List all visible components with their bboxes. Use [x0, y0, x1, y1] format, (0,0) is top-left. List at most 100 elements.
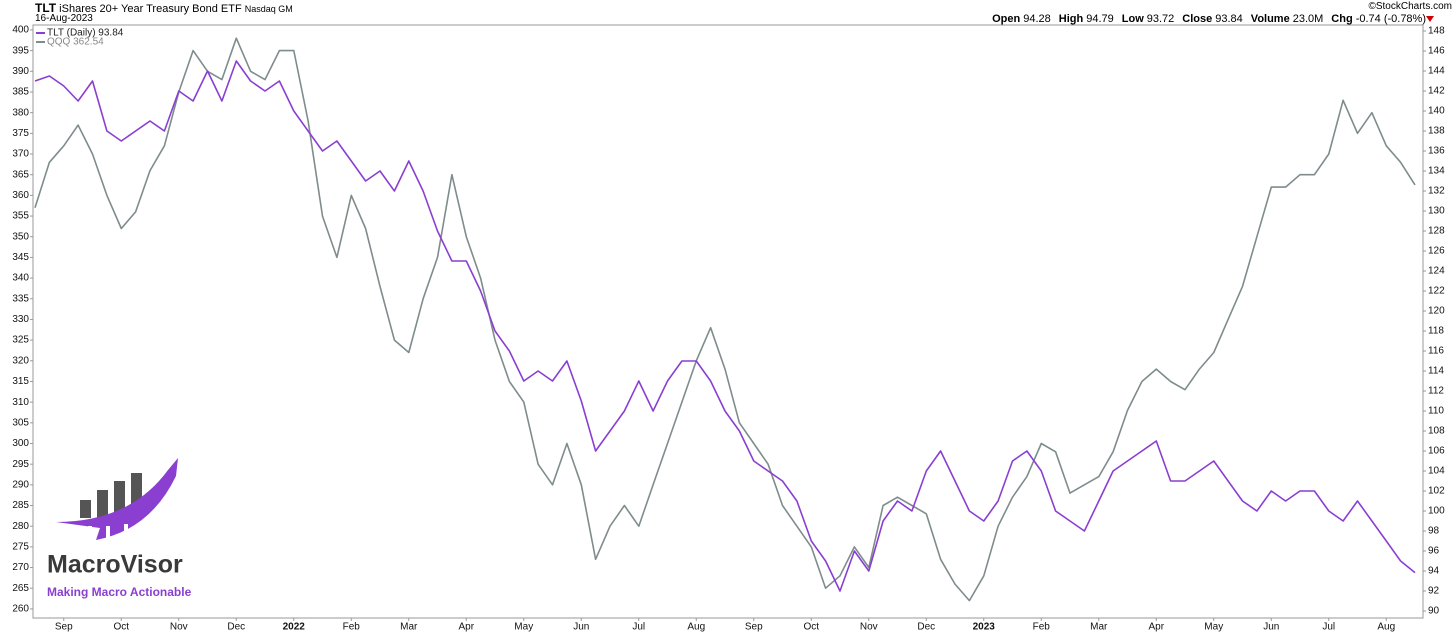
legend-label: TLT (Daily) 93.84	[47, 28, 124, 39]
y-tick-label: 310	[12, 397, 29, 408]
y-tick-label: 265	[12, 583, 29, 594]
y2-tick-label: 108	[1428, 426, 1445, 437]
x-tick-label: Nov	[170, 622, 188, 633]
quote: Open 94.28 High 94.79 Low 93.72 Close 93.84 Volu…	[992, 13, 1426, 25]
y-tick-label: 390	[12, 66, 29, 77]
y2-tick-label: 94	[1428, 566, 1440, 577]
y-tick-label: 290	[12, 479, 29, 490]
x-tick-label: Sep	[745, 622, 763, 633]
quote-label: Low	[1121, 13, 1144, 25]
y2-tick-label: 120	[1428, 306, 1445, 317]
quote-value: 93.72	[1146, 13, 1175, 25]
y2-tick-label: 134	[1428, 166, 1445, 177]
y-tick-label: 360	[12, 190, 29, 201]
x-tick-label: Dec	[917, 622, 935, 633]
y2-tick-label: 136	[1428, 146, 1445, 157]
logo-brand: MacroVisor	[47, 551, 183, 579]
y-tick-label: 375	[12, 128, 29, 139]
quote-label: Close	[1182, 13, 1213, 25]
x-tick-label: Nov	[860, 622, 878, 633]
quote-label: Volume	[1250, 13, 1290, 25]
x-tick-label: Dec	[227, 622, 245, 633]
quote-label: Open	[992, 13, 1021, 25]
y-tick-label: 295	[12, 459, 29, 470]
y2-tick-label: 104	[1428, 466, 1445, 477]
series-line	[34, 60, 1416, 592]
x-tick-label: Apr	[458, 622, 474, 633]
y-tick-label: 400	[12, 25, 29, 36]
x-tick-label: Feb	[343, 622, 361, 633]
y-tick-label: 345	[12, 252, 29, 263]
y-tick-label: 335	[12, 293, 29, 304]
y-tick-label: 260	[12, 604, 29, 615]
y2-tick-label: 110	[1428, 406, 1444, 417]
y-tick-label: 320	[12, 355, 29, 366]
credit: ©StockCharts.com	[1368, 1, 1452, 12]
security-name: iShares 20+ Year Treasury Bond ETF	[59, 3, 242, 15]
y-tick-label: 280	[12, 521, 29, 532]
x-tick-label: 2023	[973, 622, 996, 633]
y2-tick-label: 114	[1428, 366, 1444, 377]
y2-tick-label: 126	[1428, 246, 1445, 257]
x-tick-label: 2022	[283, 622, 306, 633]
x-tick-label: Jul	[632, 622, 645, 633]
plot-frame	[32, 24, 1424, 619]
symbol: TLT	[35, 1, 57, 15]
y2-tick-label: 144	[1428, 66, 1445, 77]
logo: MacroVisor Making Macro Actionable	[47, 458, 192, 599]
y2-tick-label: 112	[1428, 386, 1444, 397]
y2-tick-label: 116	[1428, 346, 1444, 357]
legend-label: QQQ 362.54	[47, 37, 104, 48]
y2-tick-label: 106	[1428, 446, 1445, 457]
y2-tick-label: 146	[1428, 46, 1445, 57]
quote-value: 93.84	[1215, 13, 1243, 25]
x-tick-label: Mar	[1090, 622, 1108, 633]
logo-bar	[80, 500, 91, 518]
x-tick-label: May	[1204, 622, 1223, 633]
y-tick-label: 380	[12, 107, 29, 118]
title-line: TLT iShares 20+ Year Treasury Bond ETF N…	[35, 1, 293, 15]
x-tick-label: Aug	[687, 622, 705, 633]
logo-swoosh	[56, 458, 178, 540]
logo-bar	[97, 490, 108, 518]
quote-value: 23.0M	[1292, 13, 1324, 25]
x-tick-label: Jun	[573, 622, 589, 633]
quote-value: 94.79	[1086, 13, 1114, 25]
y2-tick-label: 118	[1428, 326, 1444, 337]
y-tick-label: 270	[12, 562, 29, 573]
x-tick-label: Apr	[1148, 622, 1164, 633]
x-tick-label: Jun	[1263, 622, 1279, 633]
logo-tagline: Making Macro Actionable	[47, 585, 192, 599]
x-tick-label: Mar	[400, 622, 418, 633]
quote-item: High 94.79	[1059, 13, 1114, 25]
y-tick-label: 355	[12, 211, 29, 222]
y2-tick-label: 90	[1428, 606, 1440, 617]
y-tick-label: 285	[12, 500, 29, 511]
y-tick-label: 300	[12, 438, 29, 449]
quote-item: Close 93.84	[1182, 13, 1243, 25]
logo-bar	[114, 481, 125, 518]
y-tick-label: 340	[12, 273, 29, 284]
y2-tick-label: 100	[1428, 506, 1445, 517]
y2-tick-label: 148	[1428, 26, 1445, 37]
quote-item: Open 94.28	[992, 13, 1051, 25]
quote-label: Chg	[1331, 13, 1353, 25]
logo-bar	[131, 473, 142, 518]
quote-item: Chg -0.74 (-0.78%)	[1331, 13, 1426, 25]
y-tick-label: 350	[12, 231, 29, 242]
y-tick-label: 365	[12, 169, 29, 180]
y-tick-label: 370	[12, 149, 29, 160]
quote-item: Volume 23.0M	[1251, 13, 1324, 25]
y-tick-label: 330	[12, 314, 29, 325]
y2-tick-label: 140	[1428, 106, 1445, 117]
header: TLT iShares 20+ Year Treasury Bond ETF N…	[0, 0, 1456, 26]
x-tick-label: Aug	[1377, 622, 1395, 633]
logo-swoosh-cut	[88, 524, 128, 545]
quote-value: 94.28	[1023, 13, 1051, 25]
down-marker	[1426, 16, 1434, 22]
y2-tick-label: 138	[1428, 126, 1445, 137]
y2-tick-label: 122	[1428, 286, 1445, 297]
y-tick-label: 275	[12, 542, 29, 553]
x-tick-label: May	[514, 622, 533, 633]
